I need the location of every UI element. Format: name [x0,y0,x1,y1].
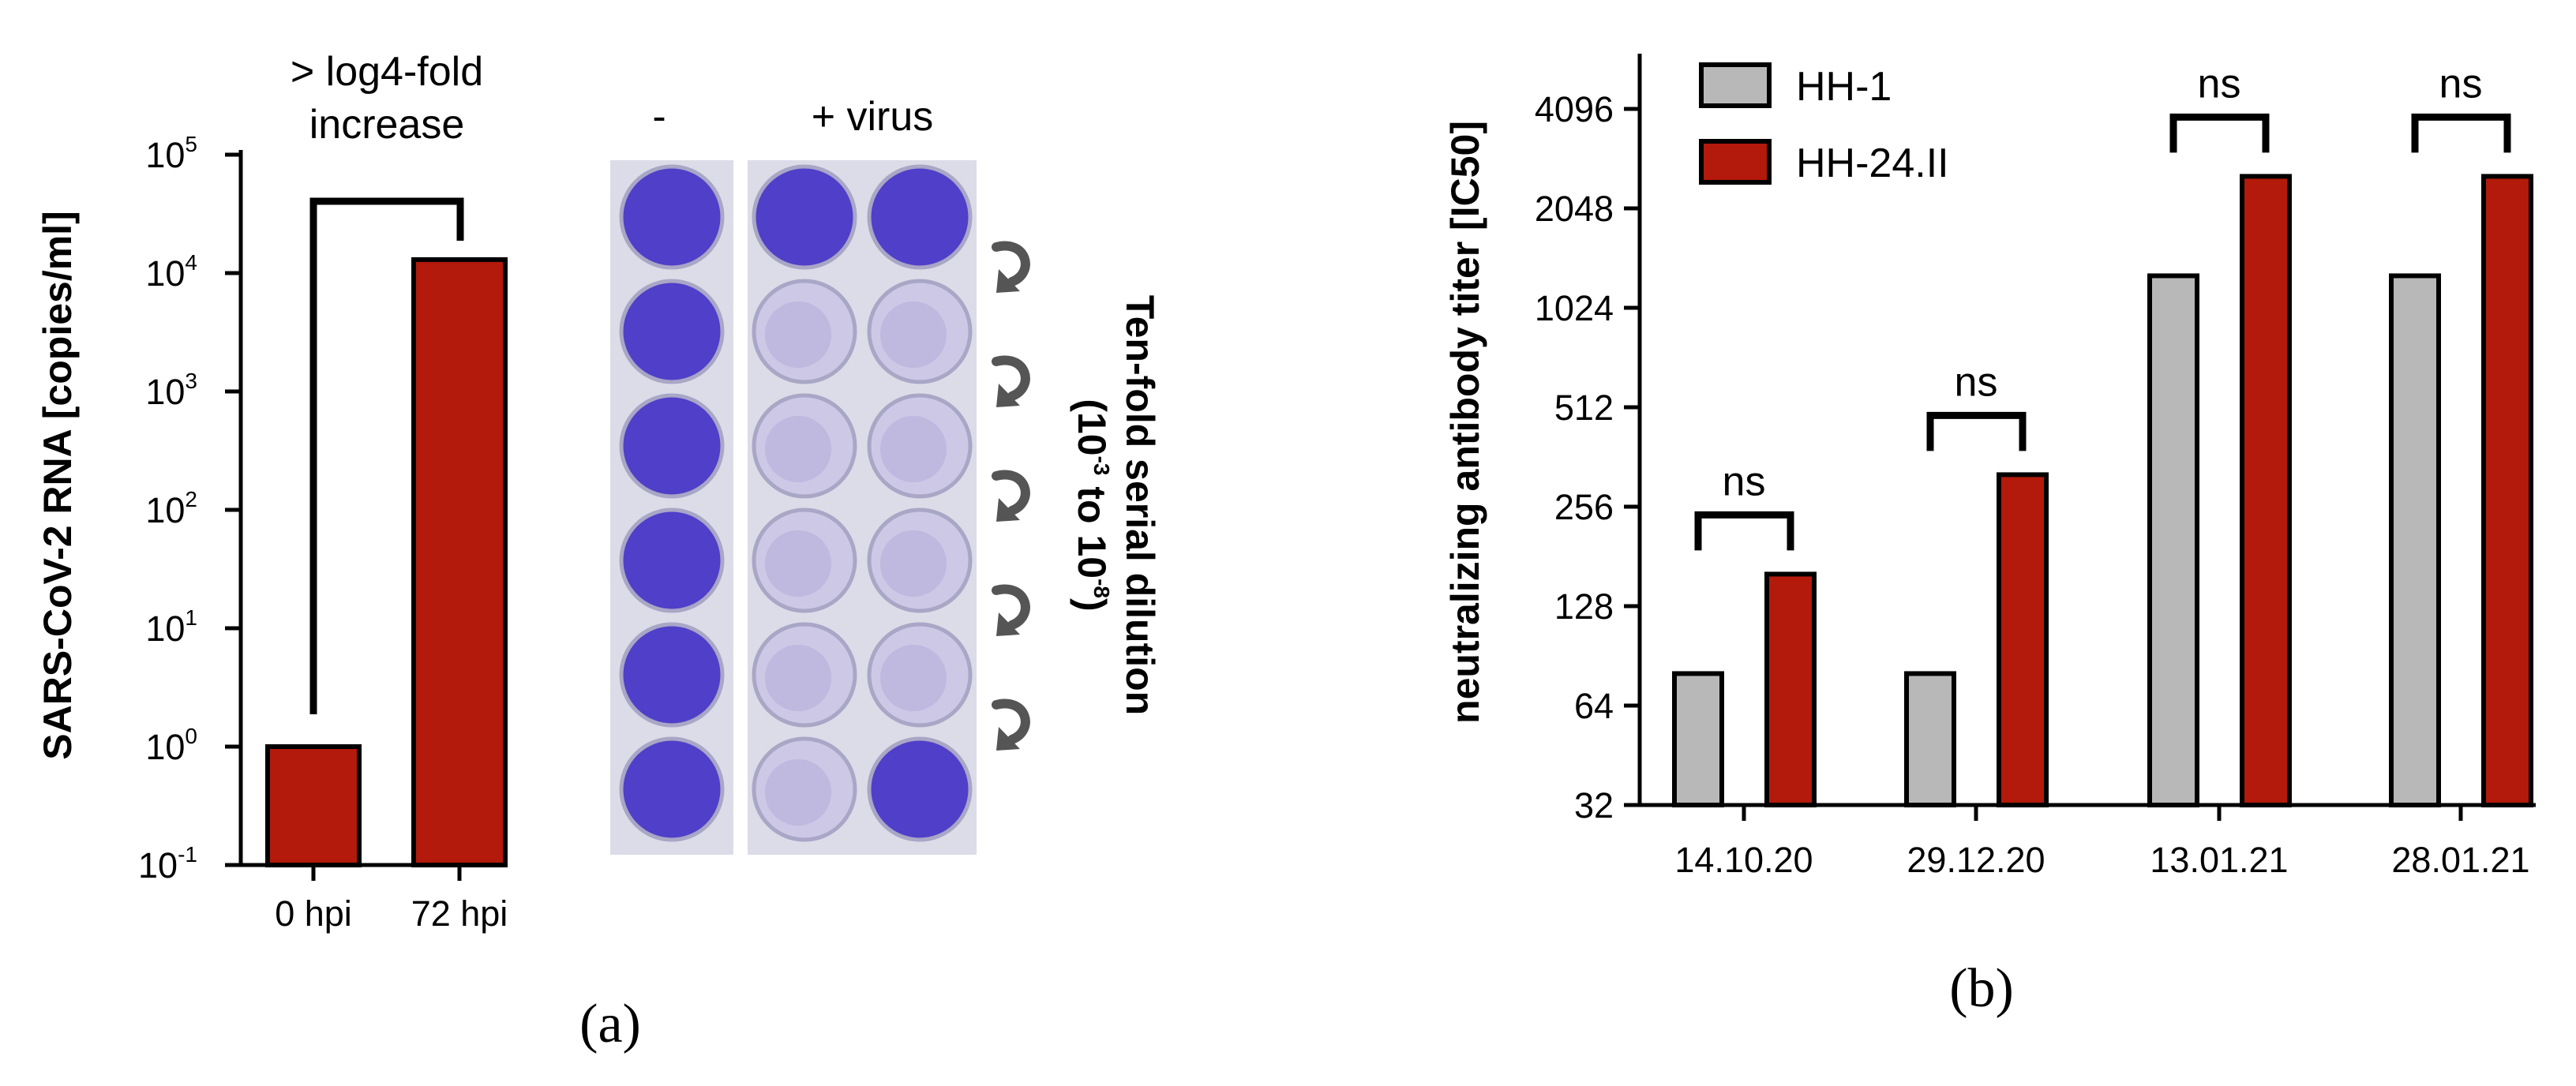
chart-a-xlabel-1: 72 hpi [411,893,508,934]
chart-b-bars [1672,174,2533,808]
legend-swatch-hh1 [1699,62,1772,108]
chart-b-sig-bracket-1 [1926,411,2027,451]
chart-b-bar-hh24-1 [1997,472,2049,807]
chart-b-sig-bracket-2 [2169,113,2270,153]
chart-a-ytick-label-0: 10-1 [138,842,197,886]
chart-b-xlabel-2: 13.01.21 [2150,840,2288,880]
chart-b-bar-hh1-0 [1672,671,1724,808]
plate-well-speckle-r1-c1 [765,301,831,368]
dilution-arrowhead-3 [996,612,1020,636]
plate-well-r0-c0 [619,164,725,270]
plate-label-virus: + virus [812,94,934,140]
panel-label-a: (a) [579,994,641,1054]
chart-a-bracket [309,197,464,714]
plate-arrows [992,241,1030,751]
chart-b-ytick-label-1: 64 [1574,686,1614,726]
dilution-arrow-0 [992,241,1030,286]
plate-well-r5-c0 [619,736,725,842]
chart-b-bar-hh24-2 [2240,174,2292,807]
chart-b-ylabel: neutralizing antibody titer [IC50] [1443,121,1487,724]
chart-a-xlabel-0: 0 hpi [275,893,352,934]
chart-b-xticks: 14.10.20 29.12.20 13.01.21 28.01.21 [1674,805,2530,880]
legend-swatch-hh24 [1699,139,1772,185]
chart-b-significance: ns ns ns ns [1694,61,2511,551]
chart-b-sig-bracket-0 [1694,511,1794,551]
chart-b-yticks: 32 64 128 256 512 1024 2048 4096 [1535,89,1640,826]
plate-well-speckle-r4-c1 [765,645,831,711]
chart-a-ylabel: SARS-CoV-2 RNA [copies/ml] [36,211,80,759]
chart-a-ytick-label-6: 105 [145,132,197,175]
chart-b-sig-label-0: ns [1723,459,1766,504]
plate-well-speckle-r4-c2 [880,645,947,711]
plate-well-r4-c0 [619,622,725,728]
plate-photo: - + virus Ten-fold serial dilution (10-3… [610,94,1162,855]
chart-a-ytick-label-5: 104 [145,250,197,294]
dilution-arrow-2 [992,470,1030,515]
chart-b-bar-hh1-2 [2147,273,2199,807]
chart-b-ytick-label-4: 512 [1554,388,1614,428]
chart-b-ytick-label-7: 4096 [1535,89,1614,129]
dilution-arrowhead-4 [996,727,1020,751]
plate-well-r1-c0 [619,279,725,384]
chart-a-bars [265,257,508,867]
chart-b-ytick-label-0: 32 [1574,785,1614,826]
plate-well-speckle-r1-c2 [880,301,947,368]
plate-well-speckle-r2-c2 [880,416,947,482]
chart-b-sig-label-1: ns [1955,359,1998,405]
chart-a-ytick-label-2: 101 [145,605,197,649]
dilution-label-line1: Ten-fold serial dilution [1118,295,1162,715]
plate-well-r3-c0 [619,507,725,613]
plate-well-speckle-r2-c1 [765,416,831,482]
plate-well-speckle-r3-c2 [880,530,947,597]
dilution-arrow-4 [992,698,1030,744]
chart-b-bar-hh1-3 [2389,273,2441,807]
plate-well-speckle-r3-c1 [765,530,831,597]
dilution-arrow-3 [992,584,1030,630]
chart-a-ytick-label-4: 103 [145,369,197,412]
plate-label-minus: - [652,94,666,140]
legend-label-hh24: HH-24.II [1796,140,1949,186]
dilution-label-line2: (10-3 to 10-8) [1070,399,1114,611]
dilution-arrowhead-1 [996,384,1020,407]
plate-well-r2-c0 [619,393,725,499]
chart-b-ytick-label-3: 256 [1554,487,1614,527]
chart-b-legend: HH-1 HH-24.II [1699,62,1949,186]
chart-a-bar-0 [265,744,362,867]
plate-columns-virus [748,160,977,855]
chart-b-bar-hh1-1 [1904,671,1956,808]
chart-b-xlabel-1: 29.12.20 [1907,840,2045,880]
chart-b-bar-hh24-0 [1764,571,1817,807]
plate-well-speckle-r5-c1 [765,759,831,826]
chart-a-annotation-line2: increase [309,102,465,148]
chart-b-xlabel-0: 14.10.20 [1674,840,1813,880]
plate-well-r0-c2 [867,164,973,270]
chart-b-sig-label-3: ns [2439,61,2483,107]
panel-label-b: (b) [1949,958,2014,1019]
chart-b-sig-label-2: ns [2198,61,2241,107]
chart-a-ytick-label-1: 100 [145,724,197,767]
chart-b: neutralizing antibody titer [IC50] 32 64 1… [1443,54,2536,1019]
dilution-arrow-1 [992,355,1030,401]
chart-b-sig-bracket-3 [2411,113,2511,153]
chart-b-ytick-label-5: 1024 [1535,288,1614,328]
legend-label-hh1: HH-1 [1796,64,1892,110]
chart-b-ytick-label-2: 128 [1554,586,1614,627]
dilution-arrowhead-2 [996,498,1020,522]
chart-b-xlabel-3: 28.01.21 [2391,840,2529,880]
chart-a-yticks: 10-1 100 101 102 103 104 105 [138,132,241,886]
chart-b-bar-hh24-3 [2481,174,2533,807]
chart-a: SARS-CoV-2 RNA [copies/ml] 10-1 100 101 102… [36,49,1162,1054]
plate-wells [619,164,973,842]
plate-well-r0-c1 [752,164,857,270]
dilution-arrowhead-0 [996,269,1020,293]
chart-b-ytick-label-6: 2048 [1535,189,1614,229]
plate-well-r5-c2 [867,736,973,842]
chart-a-bar-1 [411,257,508,867]
chart-a-ytick-label-3: 102 [145,487,197,530]
chart-a-annotation-line1: > log4-fold [291,49,483,95]
